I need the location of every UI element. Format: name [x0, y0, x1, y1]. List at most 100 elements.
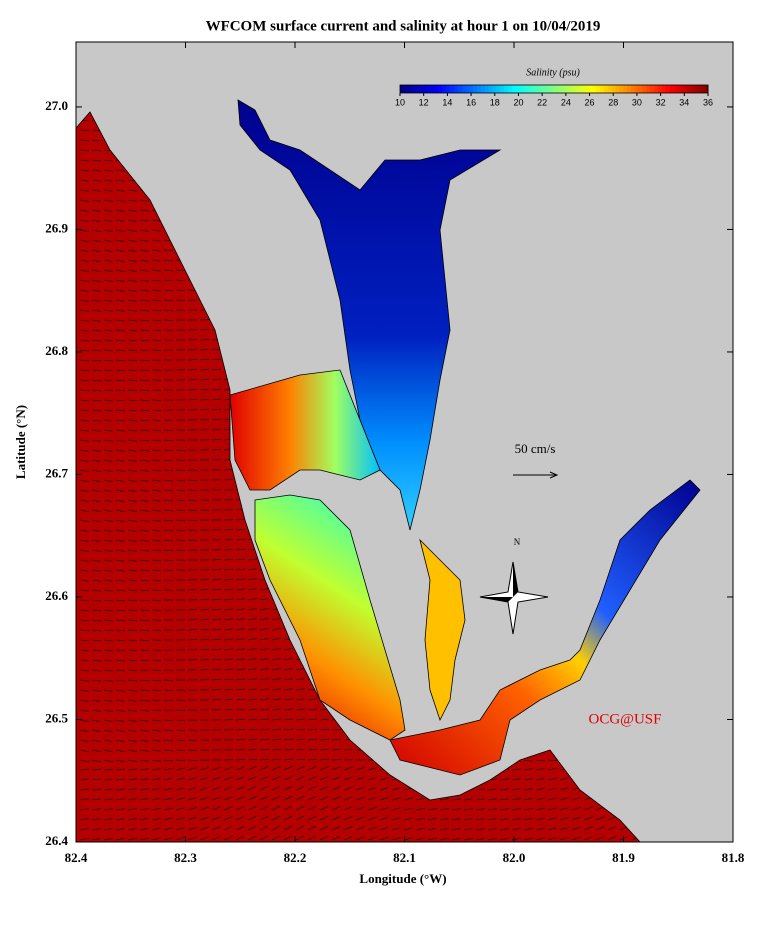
vector — [127, 509, 137, 512]
vector — [439, 798, 449, 801]
vector — [163, 807, 173, 811]
colorbar-cell — [438, 85, 443, 93]
vector — [127, 389, 137, 392]
colorbar-cell — [507, 85, 513, 93]
vector — [463, 818, 473, 821]
vector — [79, 299, 89, 302]
vector — [187, 836, 197, 841]
vector — [175, 729, 185, 731]
vector — [139, 739, 149, 742]
vector — [103, 788, 113, 791]
vector — [103, 339, 113, 342]
colorbar-cell — [588, 85, 593, 93]
vector — [391, 817, 401, 821]
vector — [295, 758, 305, 761]
vector — [151, 229, 161, 232]
vector — [91, 249, 101, 253]
vector — [247, 749, 257, 751]
x-tick-label: 82.3 — [174, 850, 197, 865]
vector — [103, 838, 113, 841]
vector — [439, 808, 449, 811]
vector — [163, 479, 173, 482]
vector — [283, 758, 293, 761]
vector — [115, 229, 125, 232]
colorbar-cell — [542, 85, 547, 93]
y-tick-label: 26.4 — [45, 833, 68, 848]
colorbar-cell — [569, 85, 574, 93]
vector — [127, 837, 137, 841]
vector — [451, 838, 461, 841]
vector — [91, 329, 101, 332]
vector — [415, 837, 425, 841]
vector — [595, 826, 605, 831]
colorbar-cell — [407, 85, 413, 93]
vector — [127, 319, 137, 322]
vector — [103, 689, 113, 692]
vector — [235, 708, 245, 711]
vector — [91, 619, 101, 622]
colorbar-cell — [577, 85, 582, 93]
vector — [235, 826, 245, 831]
colorbar-cell — [500, 85, 505, 93]
vector — [163, 767, 173, 771]
vector — [475, 798, 485, 801]
colorbar-cell — [565, 85, 570, 93]
vector — [307, 708, 317, 711]
vector — [223, 836, 233, 841]
vector — [295, 796, 305, 801]
vector — [79, 639, 89, 642]
vector — [139, 649, 150, 651]
vector — [127, 729, 137, 732]
vector — [115, 549, 125, 552]
vector — [103, 279, 113, 282]
vector — [91, 649, 101, 652]
x-tick-label: 82.4 — [65, 850, 88, 865]
colorbar-cell — [434, 85, 439, 93]
vector — [91, 639, 101, 642]
vector — [151, 709, 161, 712]
vector — [151, 489, 161, 492]
vector — [355, 816, 365, 821]
vector — [115, 239, 125, 242]
vector — [367, 797, 377, 801]
colorbar-cell — [642, 85, 647, 93]
vector — [259, 786, 269, 791]
vector — [103, 359, 113, 362]
vector — [367, 787, 377, 791]
vector — [139, 749, 149, 752]
vector — [91, 379, 101, 382]
vector — [259, 825, 269, 831]
vector — [175, 777, 185, 781]
vector — [151, 759, 161, 762]
vector — [331, 766, 341, 771]
vector — [199, 599, 210, 601]
vector — [199, 409, 210, 411]
vector — [91, 279, 101, 282]
vector — [499, 828, 509, 831]
vector — [115, 689, 125, 692]
vector — [439, 837, 449, 841]
vector — [151, 339, 162, 341]
vector — [211, 766, 221, 771]
vector — [535, 817, 545, 821]
vector — [115, 719, 125, 722]
colorbar-cell — [519, 85, 524, 93]
vector — [559, 836, 569, 841]
vector — [127, 429, 137, 432]
vector — [115, 309, 125, 312]
vector — [115, 579, 125, 582]
vector — [451, 808, 461, 811]
vector — [79, 759, 89, 763]
vector — [139, 319, 149, 322]
vector — [79, 409, 89, 412]
vector — [223, 766, 233, 771]
x-tick-label: 82.0 — [503, 850, 526, 865]
colorbar-cell — [469, 85, 474, 93]
vector — [79, 599, 89, 602]
vector — [487, 828, 497, 831]
vector — [223, 806, 233, 811]
vector — [91, 489, 101, 493]
vector — [91, 589, 101, 592]
vector — [115, 639, 125, 642]
vector — [79, 439, 89, 442]
